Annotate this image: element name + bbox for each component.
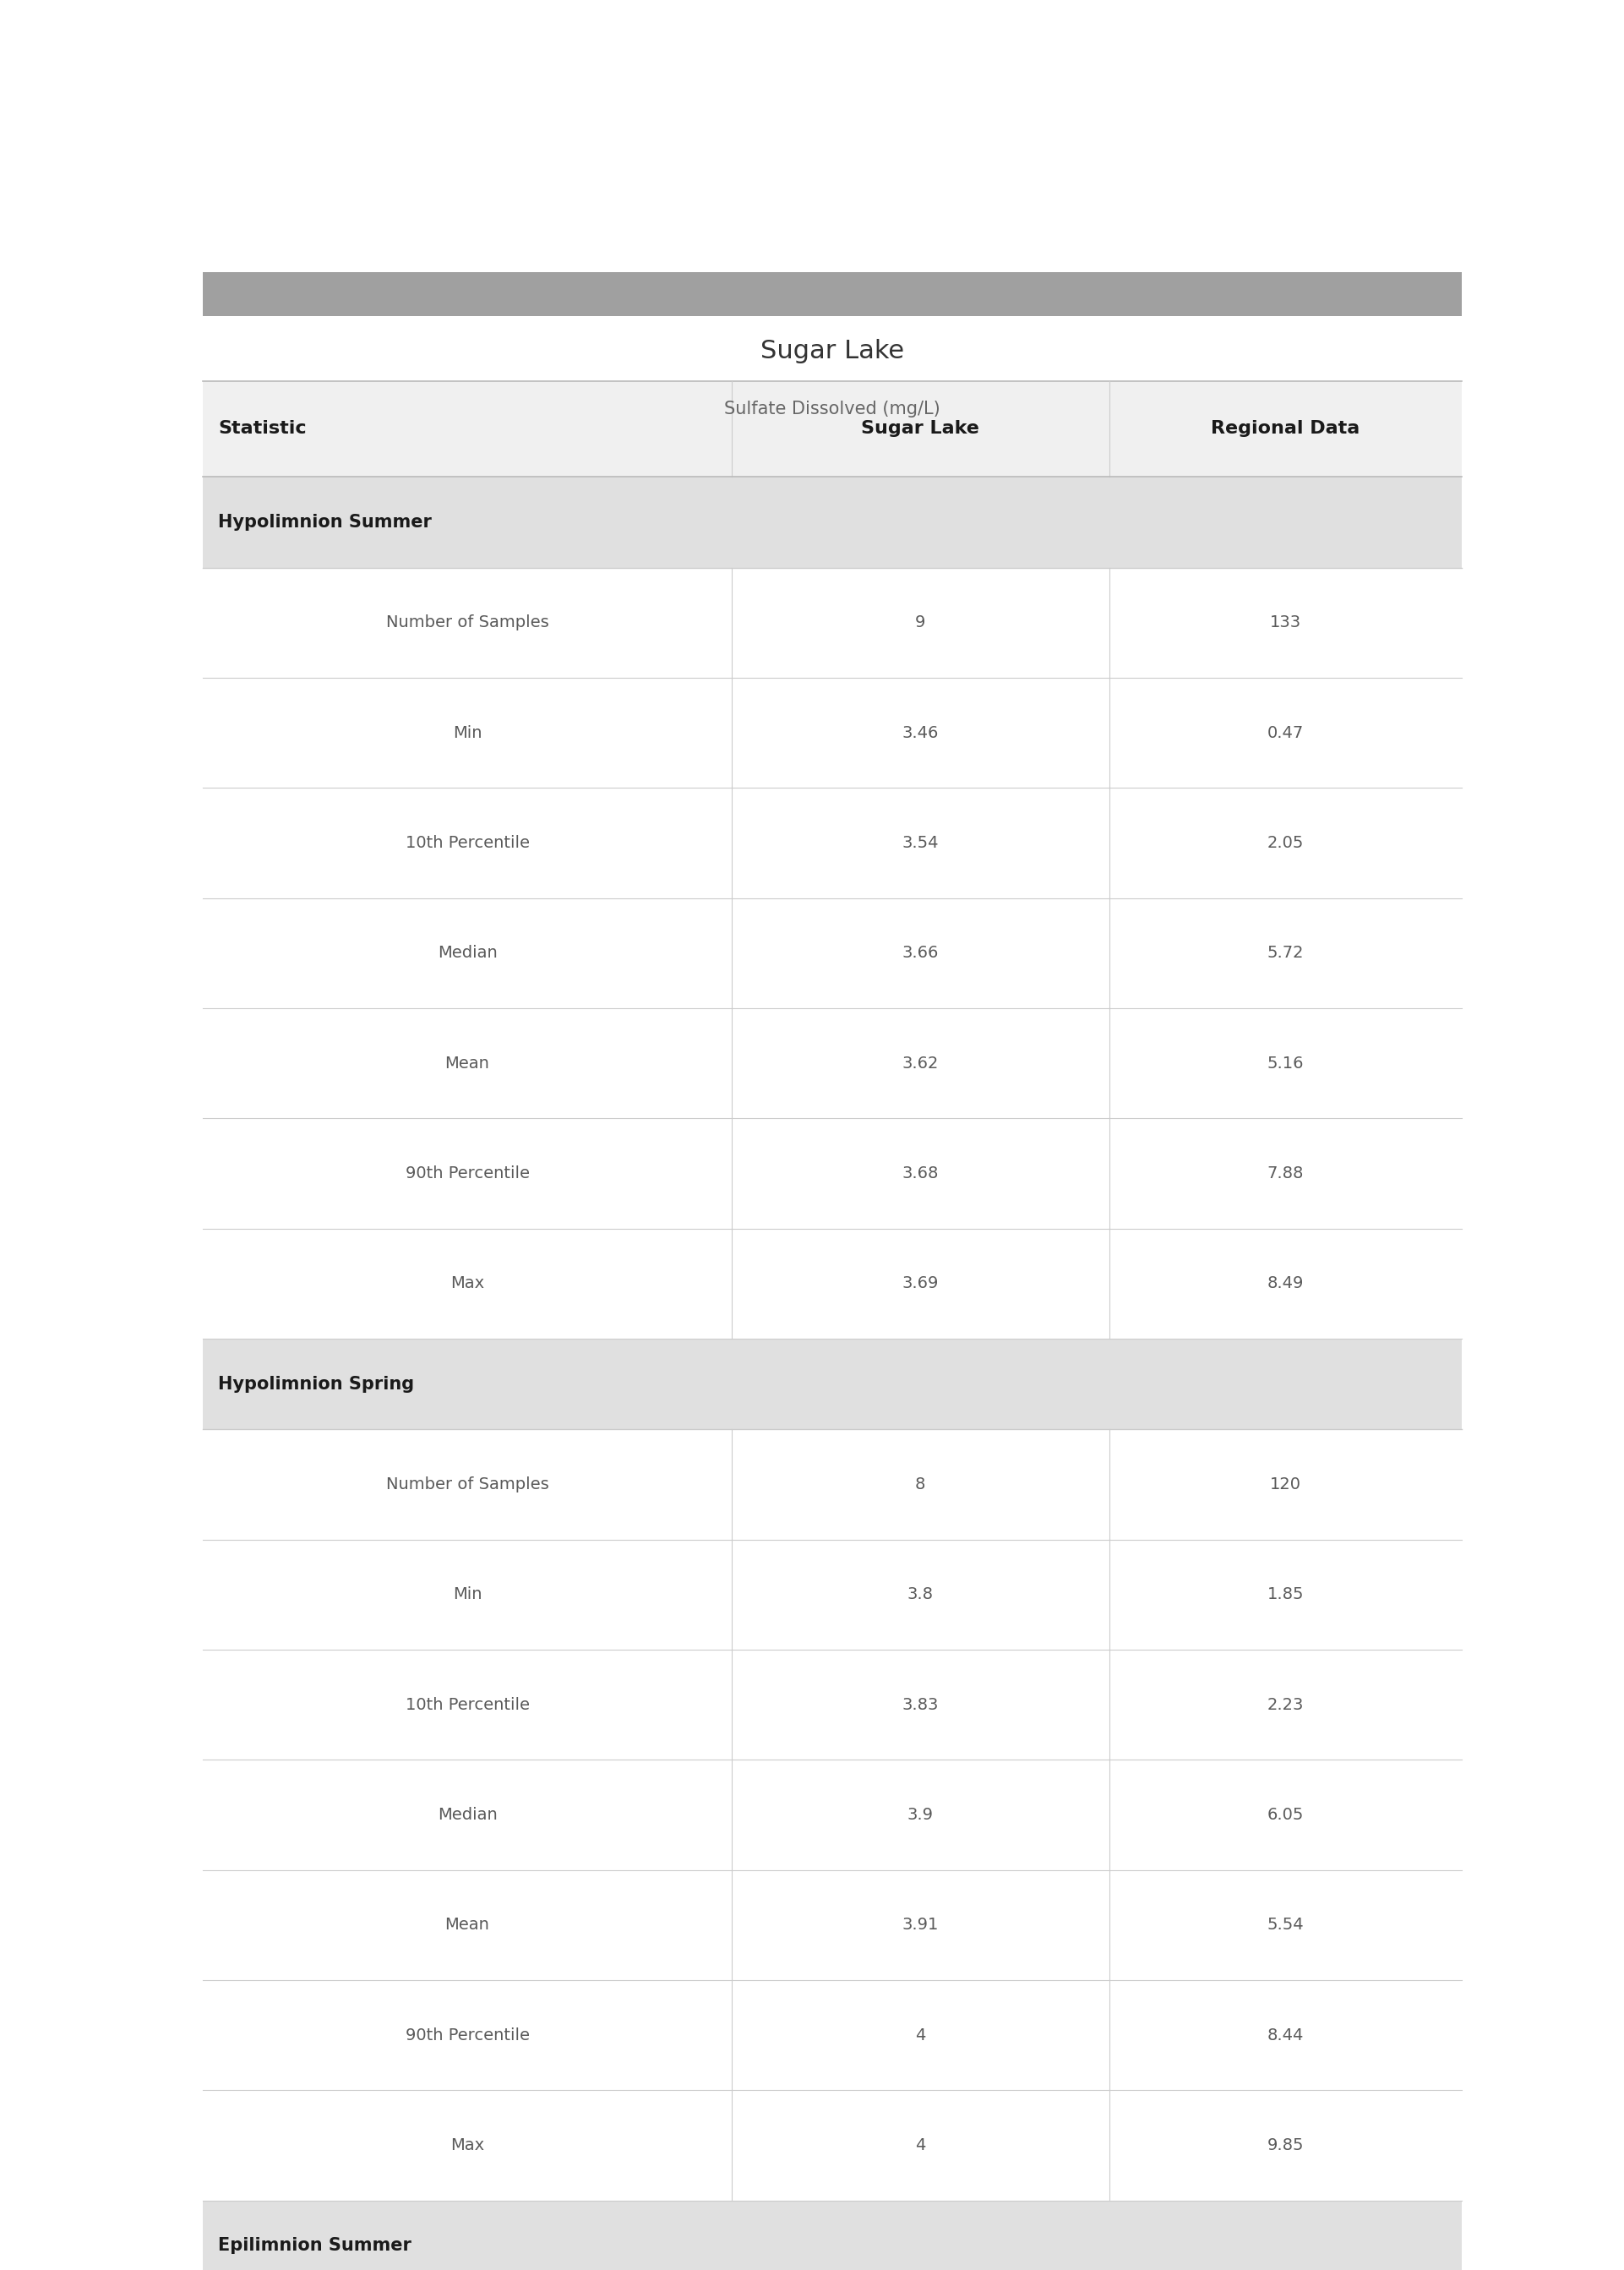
Text: Median: Median — [437, 1807, 497, 1823]
Text: 5.16: 5.16 — [1267, 1056, 1304, 1071]
Text: Hypolimnion Spring: Hypolimnion Spring — [218, 1376, 414, 1392]
Text: 8.49: 8.49 — [1267, 1276, 1304, 1292]
FancyBboxPatch shape — [203, 1979, 1462, 2091]
FancyBboxPatch shape — [203, 568, 1462, 679]
Text: Max: Max — [450, 1276, 484, 1292]
Text: Regional Data: Regional Data — [1212, 420, 1359, 438]
Text: 9: 9 — [916, 615, 926, 631]
Text: 6.05: 6.05 — [1267, 1807, 1304, 1823]
Text: 3.8: 3.8 — [908, 1587, 934, 1603]
Text: 5.54: 5.54 — [1267, 1916, 1304, 1934]
Text: 3.62: 3.62 — [901, 1056, 939, 1071]
Text: Mean: Mean — [445, 1916, 490, 1934]
Text: Epilimnion Summer: Epilimnion Summer — [218, 2238, 411, 2254]
Text: 3.54: 3.54 — [901, 835, 939, 851]
Text: 0.47: 0.47 — [1267, 724, 1304, 740]
Text: 9.85: 9.85 — [1267, 2138, 1304, 2154]
Text: 133: 133 — [1270, 615, 1301, 631]
Text: 3.46: 3.46 — [901, 724, 939, 740]
FancyBboxPatch shape — [203, 1339, 1462, 1430]
FancyBboxPatch shape — [203, 1759, 1462, 1870]
Text: 8.44: 8.44 — [1267, 2027, 1304, 2043]
FancyBboxPatch shape — [203, 899, 1462, 1008]
Text: 90th Percentile: 90th Percentile — [406, 1165, 529, 1180]
Text: Number of Samples: Number of Samples — [387, 1476, 549, 1494]
FancyBboxPatch shape — [203, 1228, 1462, 1339]
FancyBboxPatch shape — [203, 1870, 1462, 1979]
Text: Sulfate Dissolved (mg/L): Sulfate Dissolved (mg/L) — [724, 400, 940, 418]
FancyBboxPatch shape — [203, 788, 1462, 899]
Text: 8: 8 — [916, 1476, 926, 1494]
Text: 2.23: 2.23 — [1267, 1696, 1304, 1714]
FancyBboxPatch shape — [203, 381, 1462, 477]
Text: Number of Samples: Number of Samples — [387, 615, 549, 631]
FancyBboxPatch shape — [203, 1430, 1462, 1539]
FancyBboxPatch shape — [203, 1539, 1462, 1650]
Text: 3.83: 3.83 — [901, 1696, 939, 1714]
Text: 2.05: 2.05 — [1267, 835, 1304, 851]
Text: Min: Min — [453, 724, 482, 740]
Text: 90th Percentile: 90th Percentile — [406, 2027, 529, 2043]
Text: Min: Min — [453, 1587, 482, 1603]
Text: Max: Max — [450, 2138, 484, 2154]
Text: 7.88: 7.88 — [1267, 1165, 1304, 1180]
Text: 10th Percentile: 10th Percentile — [406, 1696, 529, 1714]
Text: 120: 120 — [1270, 1476, 1301, 1494]
FancyBboxPatch shape — [203, 679, 1462, 788]
Text: 3.69: 3.69 — [901, 1276, 939, 1292]
Text: Hypolimnion Summer: Hypolimnion Summer — [218, 513, 432, 531]
Text: Mean: Mean — [445, 1056, 490, 1071]
Text: 4: 4 — [916, 2027, 926, 2043]
Text: Statistic: Statistic — [218, 420, 307, 438]
FancyBboxPatch shape — [203, 1119, 1462, 1228]
FancyBboxPatch shape — [203, 2091, 1462, 2200]
Text: Sugar Lake: Sugar Lake — [861, 420, 979, 438]
Text: 5.72: 5.72 — [1267, 944, 1304, 960]
Text: 3.9: 3.9 — [908, 1807, 934, 1823]
Text: 3.91: 3.91 — [901, 1916, 939, 1934]
FancyBboxPatch shape — [203, 1650, 1462, 1759]
FancyBboxPatch shape — [203, 1008, 1462, 1119]
Text: Sugar Lake: Sugar Lake — [760, 338, 905, 363]
FancyBboxPatch shape — [203, 477, 1462, 568]
Text: Median: Median — [437, 944, 497, 960]
FancyBboxPatch shape — [203, 272, 1462, 316]
Text: 1.85: 1.85 — [1267, 1587, 1304, 1603]
FancyBboxPatch shape — [203, 2200, 1462, 2270]
Text: 3.66: 3.66 — [901, 944, 939, 960]
Text: 4: 4 — [916, 2138, 926, 2154]
Text: 10th Percentile: 10th Percentile — [406, 835, 529, 851]
Text: 3.68: 3.68 — [901, 1165, 939, 1180]
